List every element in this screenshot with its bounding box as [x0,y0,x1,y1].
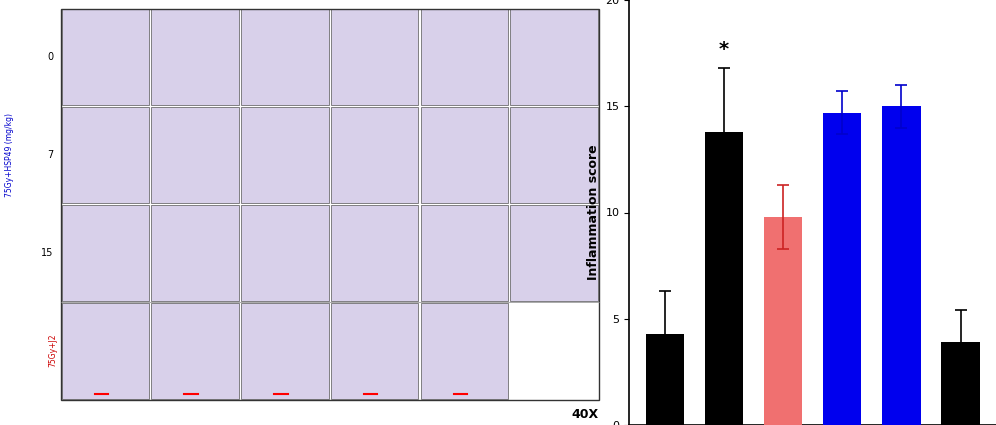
Bar [151,205,239,301]
Bar [62,205,149,301]
Bar [420,205,508,301]
Bar [331,9,418,105]
Bar [151,303,239,399]
Bar [420,303,508,399]
Bar [61,8,599,399]
Bar [62,9,149,105]
Bar [510,9,598,105]
Bar [510,107,598,203]
Bar [151,9,239,105]
Bar [331,303,418,399]
Bar [331,107,418,203]
Text: *: * [719,40,729,60]
Bar [764,217,803,425]
Text: 15: 15 [41,248,53,258]
Bar [420,107,508,203]
Bar [241,303,329,399]
Bar [705,132,743,425]
Text: 0: 0 [47,52,53,62]
Text: 40X: 40X [572,408,599,421]
Bar [241,205,329,301]
Bar [241,107,329,203]
Bar [941,342,980,425]
Bar [151,107,239,203]
Bar [331,205,418,301]
Bar [420,9,508,105]
Bar [882,106,920,425]
Bar [645,334,684,425]
Text: 75Gy+HSP49 (mg/kg): 75Gy+HSP49 (mg/kg) [5,113,14,197]
Y-axis label: Inflammation score: Inflammation score [587,144,600,280]
Text: 75Gy+J2: 75Gy+J2 [49,334,58,367]
Bar [62,107,149,203]
Bar [62,303,149,399]
Bar [510,205,598,301]
Bar [241,9,329,105]
Text: 7: 7 [47,150,53,160]
Bar [823,113,862,425]
